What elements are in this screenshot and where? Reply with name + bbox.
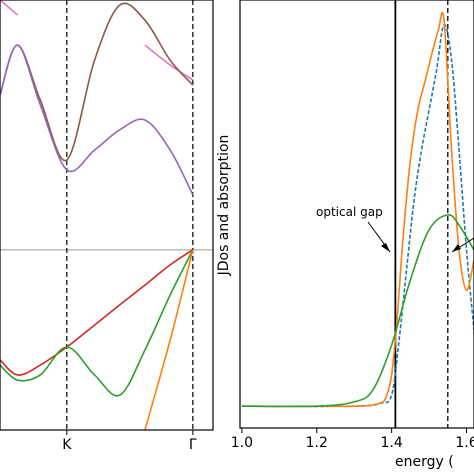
axes-frame [0,0,214,431]
series-line [144,44,194,81]
x-tick-label: 1.2 [306,435,328,451]
x-tick-label: 1.0 [231,435,253,451]
x-tick-label: Γ [189,437,197,453]
series-line [0,0,19,16]
x-axis-label: energy ( [395,454,454,470]
axes-frame [239,0,474,429]
x-tick-label: 1.4 [380,435,402,451]
x-tick-label: K [62,437,72,453]
annotation-arrowhead [452,244,461,252]
annotation: optical gap [316,205,383,219]
series-line [0,249,194,397]
series-line [241,11,474,408]
series-line [241,214,474,408]
series-line [0,249,194,376]
series-line [0,44,194,196]
annotation-arrowhead [381,243,390,252]
series-line [0,2,194,162]
x-tick-label: 1.6 [455,435,474,451]
series-line [144,249,194,431]
y-axis-label: JDos and absorption [216,135,232,277]
absorption-panel: 1.0 1.2 1.4 1.6 [231,0,474,451]
